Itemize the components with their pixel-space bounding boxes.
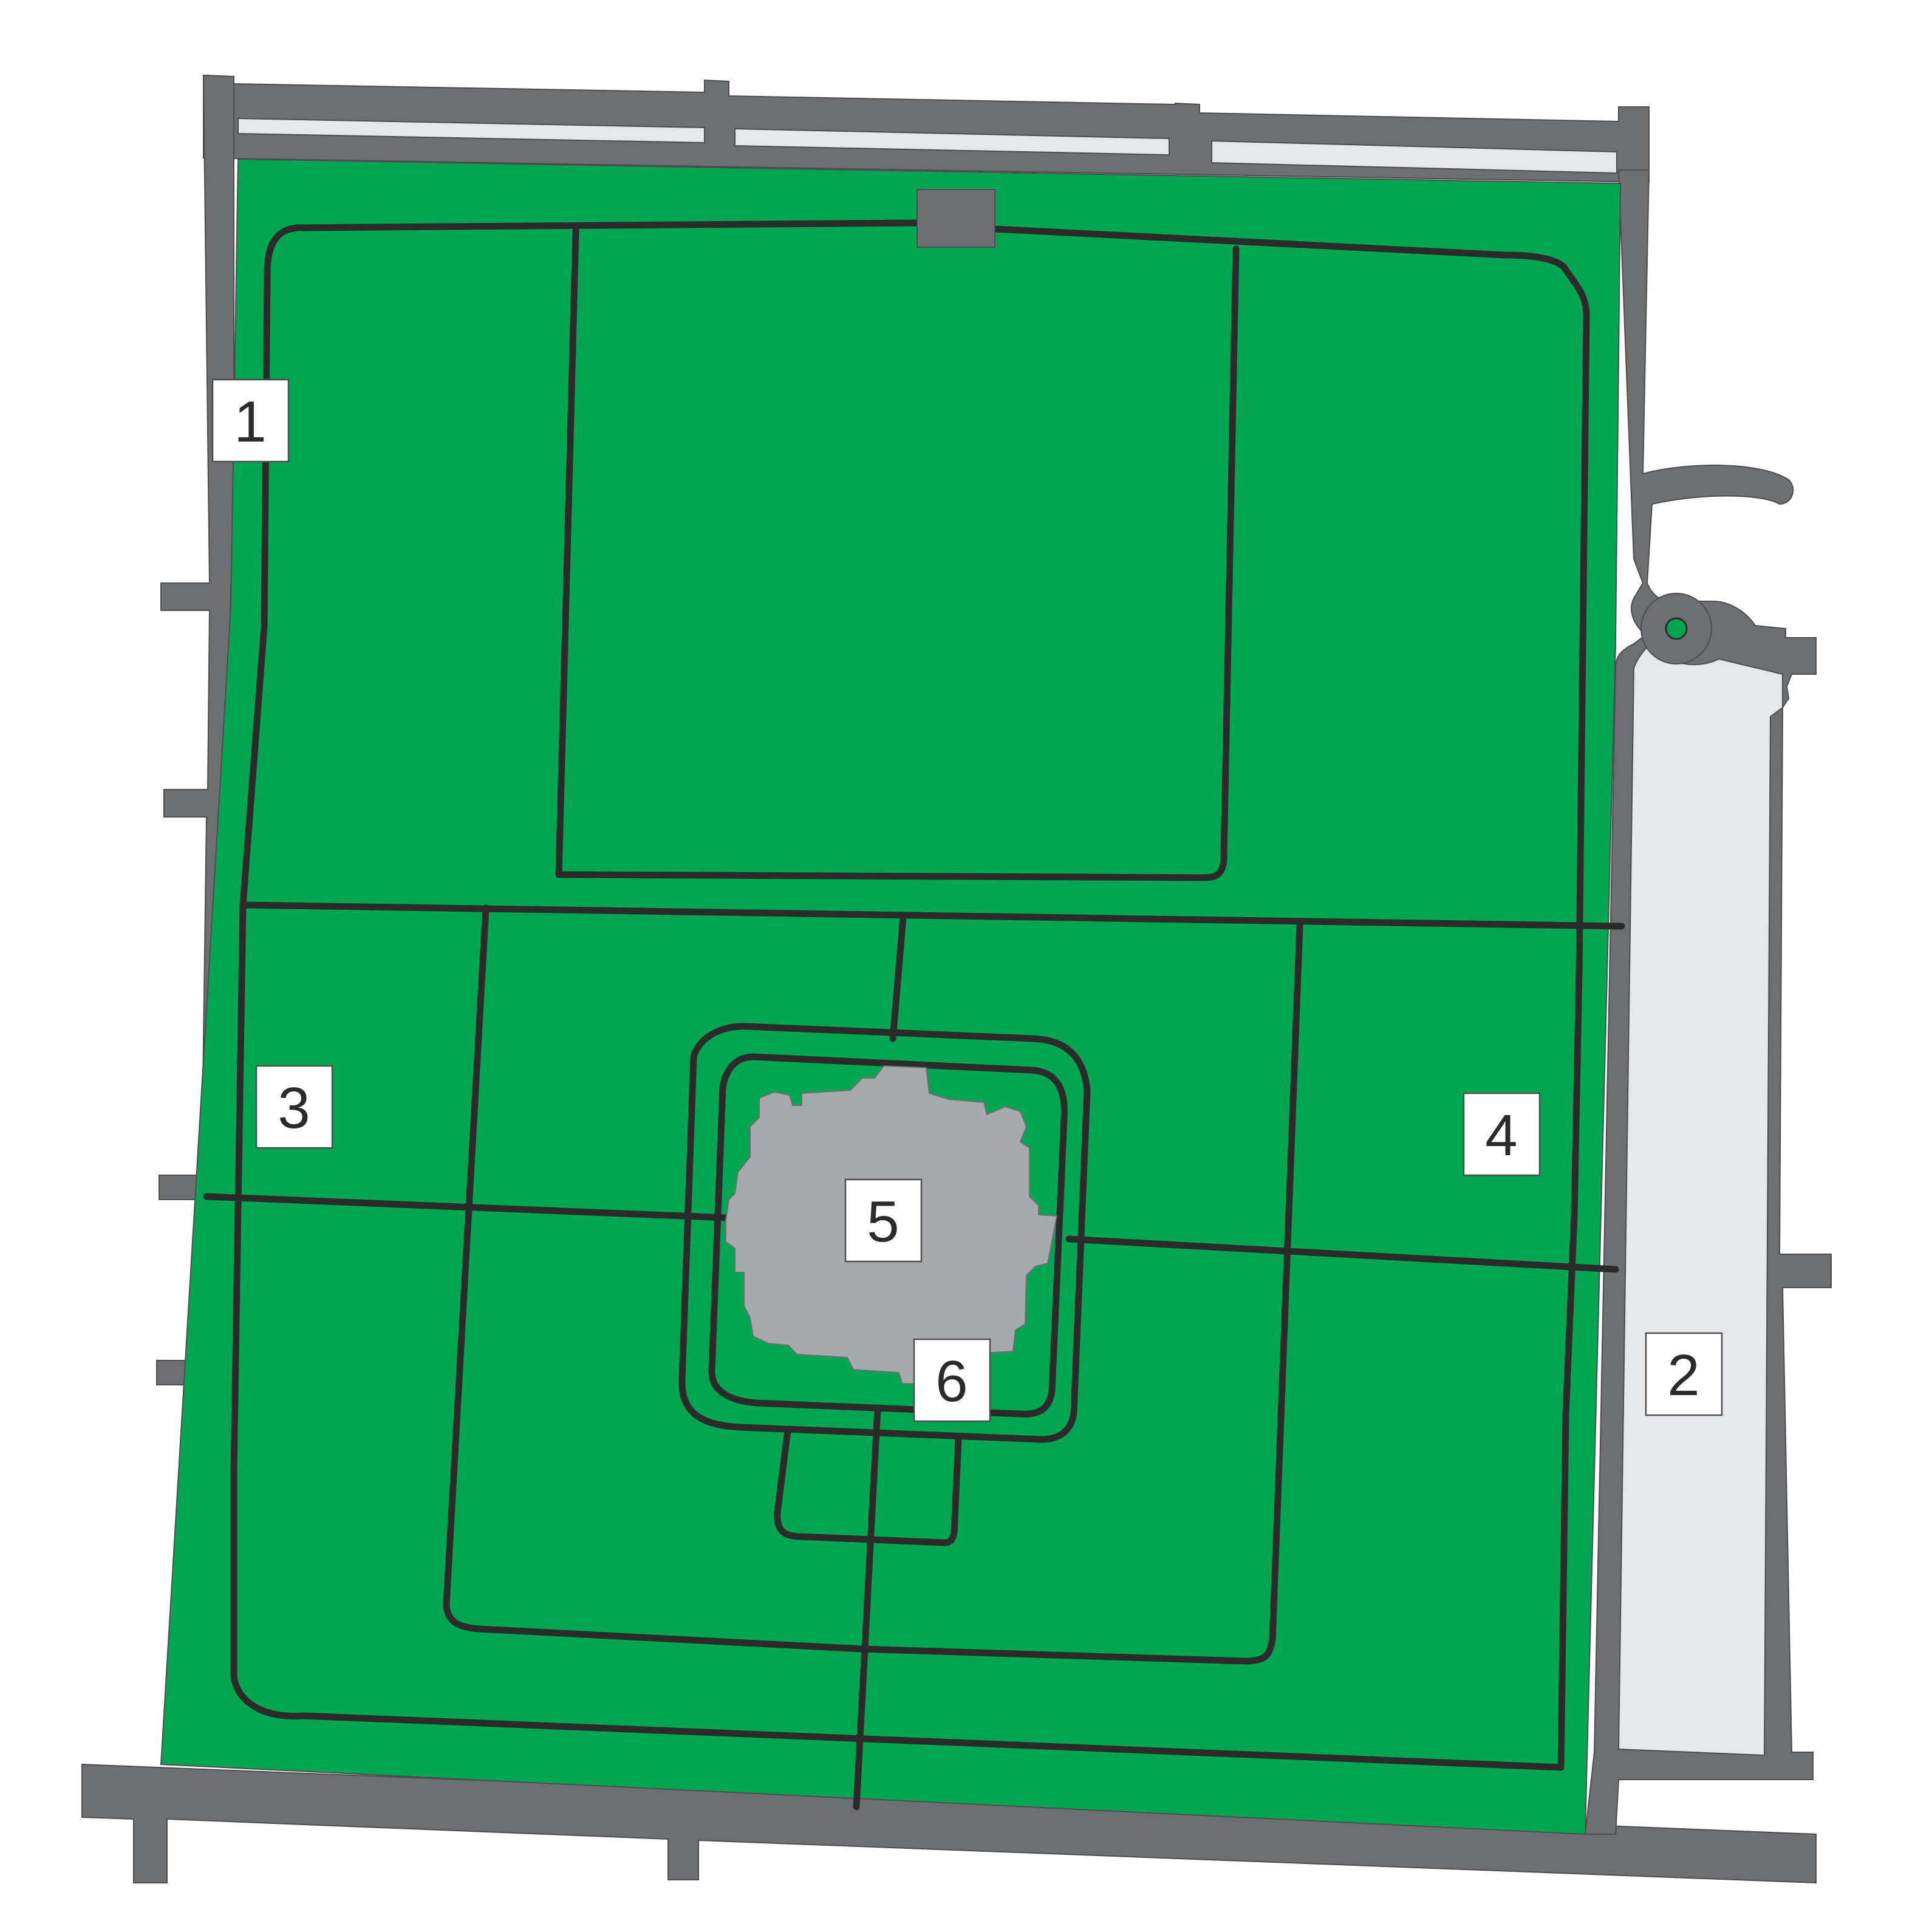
inner-ring-path [708,1053,1068,1418]
map-label-2: 2 [1645,1332,1723,1416]
map-label-1: 1 [211,378,290,463]
north-gate-building [917,189,995,248]
roundabout [1640,593,1712,664]
map-label-6: 6 [913,1338,991,1422]
north-strip-3 [1211,140,1617,174]
map-label-3-text: 3 [278,1076,310,1141]
east-plaza [1617,643,1783,1756]
map-label-2-text: 2 [1667,1343,1699,1408]
park-green [160,158,1622,1835]
south-road [81,1763,1817,1884]
map-label-5: 5 [844,1178,923,1263]
outer-loop-path [230,219,1590,1771]
plaza-areas [237,117,1783,1756]
south-loop-path [774,1427,962,1546]
north-inner-path [555,227,1240,881]
north-strip-2 [734,128,1170,156]
map-label-6-text: 6 [935,1349,968,1414]
central-vertical-path [853,913,907,1811]
west-inner-path [443,904,1303,1665]
north-strip-1 [237,117,705,144]
map-label-4: 4 [1463,1092,1541,1176]
upper-crossing-path [239,901,1625,930]
map-label-3: 3 [255,1065,333,1149]
map-label-1-text: 1 [234,389,266,454]
map-label-5-text: 5 [867,1189,899,1254]
outer-ring-path [678,1023,1091,1443]
map-label-4-text: 4 [1485,1103,1517,1168]
footpaths [203,219,1625,1811]
